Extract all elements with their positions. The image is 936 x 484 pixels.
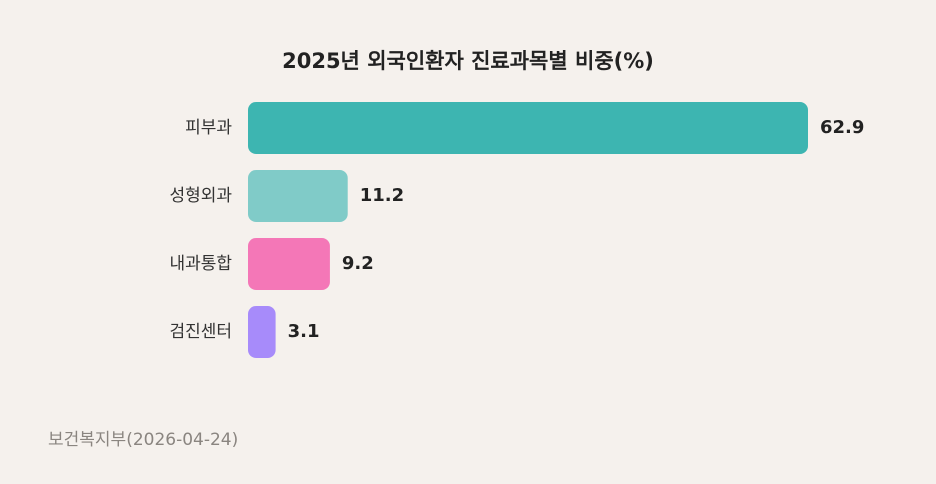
bar <box>248 170 348 222</box>
value-label: 9.2 <box>342 253 374 274</box>
source-note: 보건복지부(2026-04-24) <box>48 430 238 450</box>
value-label: 62.9 <box>820 117 864 138</box>
category-label: 검진센터 <box>169 322 232 342</box>
value-label: 11.2 <box>360 185 404 206</box>
category-label: 피부과 <box>185 118 232 138</box>
category-label: 성형외과 <box>169 186 232 206</box>
value-label: 3.1 <box>288 321 320 342</box>
bar <box>248 238 330 290</box>
bar <box>248 102 808 154</box>
bar <box>248 306 276 358</box>
category-label: 내과통합 <box>169 254 232 274</box>
chart-title: 2025년 외국인환자 진료과목별 비중(%) <box>282 49 654 73</box>
